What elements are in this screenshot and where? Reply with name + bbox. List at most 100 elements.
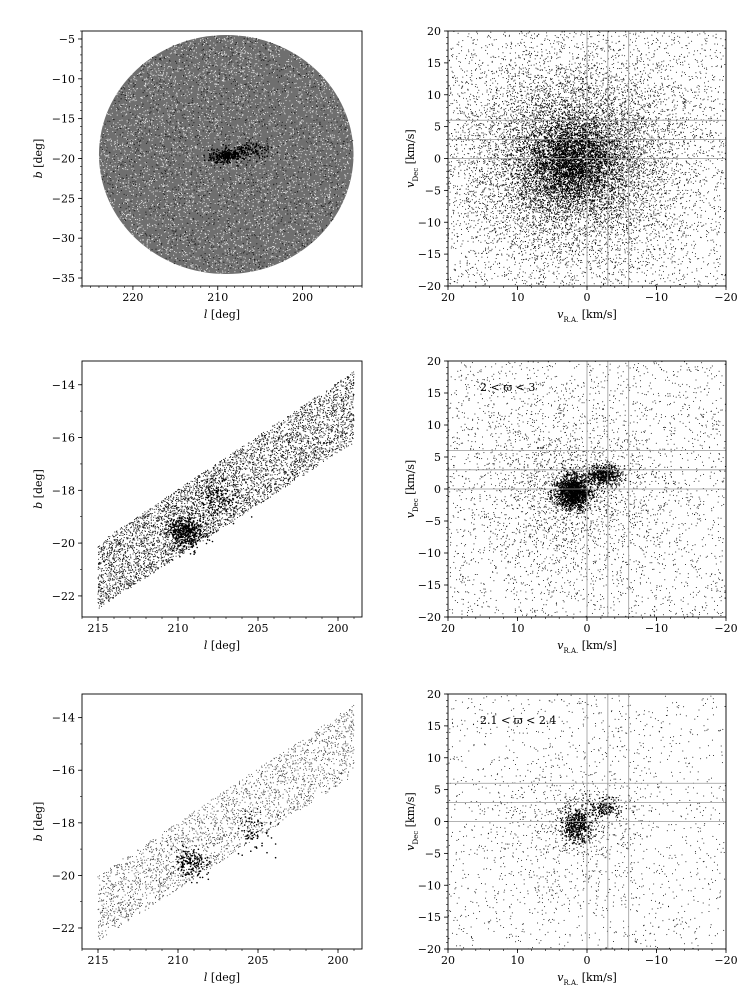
sky-point-light: [134, 219, 137, 221]
sky-point-light: [201, 81, 203, 84]
sky-point-light: [306, 172, 308, 174]
sky-point-light: [140, 129, 142, 131]
sky-point-light: [322, 96, 324, 98]
sky-point-light: [251, 248, 253, 250]
sky-point-light: [237, 46, 239, 48]
sky-point-light: [186, 209, 188, 211]
sky-point-light: [139, 233, 141, 235]
sky-point-light: [216, 187, 218, 189]
sky-point-light: [196, 147, 198, 149]
sky-point-light: [162, 150, 164, 152]
sky-point-light: [336, 112, 339, 114]
sky-point-light: [149, 76, 152, 78]
sky-point-light: [273, 137, 275, 140]
sky-point-light: [184, 81, 186, 83]
sky-point-light: [311, 131, 313, 133]
sky-point-light: [293, 142, 295, 144]
sky-point-light: [328, 107, 330, 109]
sky-point-light: [178, 151, 180, 153]
sky-point-light: [185, 178, 187, 180]
sky-point-light: [281, 111, 283, 113]
sky-point-light: [204, 165, 206, 167]
sky-point-light: [201, 89, 203, 91]
sky-point-light: [152, 193, 154, 195]
sky-point-light: [220, 245, 222, 247]
sky-point-light: [132, 185, 134, 187]
sky-point-light: [175, 207, 177, 209]
sky-point-light: [283, 144, 285, 146]
sky-point-light: [141, 96, 143, 98]
sky-point-light: [301, 120, 303, 122]
sky-point-light: [263, 230, 265, 232]
sky-point-light: [339, 159, 341, 161]
sky-point-light: [296, 78, 298, 80]
sky-point-light: [301, 162, 303, 164]
sky-point-light: [248, 193, 250, 195]
sky-point-light: [317, 218, 319, 220]
sky-point-light: [239, 245, 241, 247]
sky-point-light: [138, 133, 140, 135]
sky-point-light: [162, 88, 164, 90]
sky-point-light: [131, 163, 133, 165]
sky-point-light: [121, 133, 123, 135]
sky-point-light: [256, 42, 258, 44]
sky-point-light: [221, 54, 224, 57]
sky-point-light: [287, 187, 289, 189]
sky-point-light: [175, 106, 178, 108]
sky-point-light: [112, 166, 114, 168]
sky-point-light: [193, 196, 195, 198]
sky-point-light: [252, 205, 254, 207]
sky-point-light: [133, 108, 135, 110]
sky-point-light: [147, 154, 149, 156]
sky-point-light: [341, 183, 343, 186]
sky-point-light: [272, 189, 274, 191]
sky-point-light: [245, 106, 247, 108]
sky-point-light: [207, 37, 209, 40]
sky-point-light: [221, 68, 223, 70]
sky-point-light: [245, 189, 247, 191]
sky-point-light: [136, 219, 138, 221]
sky-point-light: [213, 76, 215, 78]
sky-point-light: [117, 157, 119, 159]
sky-point-light: [100, 160, 103, 162]
sky-point-light: [240, 164, 242, 166]
sky-point-light: [282, 47, 284, 49]
sky-point-light: [329, 147, 331, 149]
sky-point-light: [294, 234, 296, 237]
sky-point-light: [109, 201, 112, 203]
sky-point-light: [268, 123, 270, 125]
sky-point-light: [144, 198, 146, 200]
sky-point-light: [183, 243, 185, 245]
sky-point-light: [133, 216, 135, 218]
sky-point-light: [283, 49, 285, 51]
sky-point-light: [259, 200, 261, 202]
sky-point-light: [156, 162, 158, 164]
sky-point-light: [235, 200, 237, 202]
sky-point-light: [237, 135, 239, 137]
sky-point-light: [260, 163, 262, 165]
sky-point-light: [299, 61, 301, 64]
sky-point-light: [124, 107, 126, 109]
sky-point-light: [231, 159, 233, 161]
sky-point-light: [208, 119, 210, 122]
sky-point-light: [207, 181, 209, 183]
sky-point-light: [276, 135, 278, 138]
sky-point-light: [278, 92, 280, 94]
sky-point-light: [100, 137, 102, 139]
sky-point-light: [222, 93, 224, 95]
sky-point-light: [225, 43, 227, 45]
sky-point-light: [220, 178, 222, 180]
sky-point-light: [305, 86, 307, 88]
sky-point-light: [110, 199, 112, 201]
sky-point-light: [302, 244, 304, 246]
sky-point-light: [232, 63, 234, 65]
sky-point-light: [159, 175, 161, 177]
sky-point-light: [175, 136, 177, 138]
sky-point-light: [343, 157, 345, 159]
sky-point-light: [189, 205, 191, 207]
sky-point-light: [183, 107, 185, 110]
sky-point-light: [170, 75, 172, 77]
sky-point-light: [251, 67, 253, 69]
sky-point-light: [244, 193, 246, 195]
sky-point-light: [222, 142, 224, 144]
